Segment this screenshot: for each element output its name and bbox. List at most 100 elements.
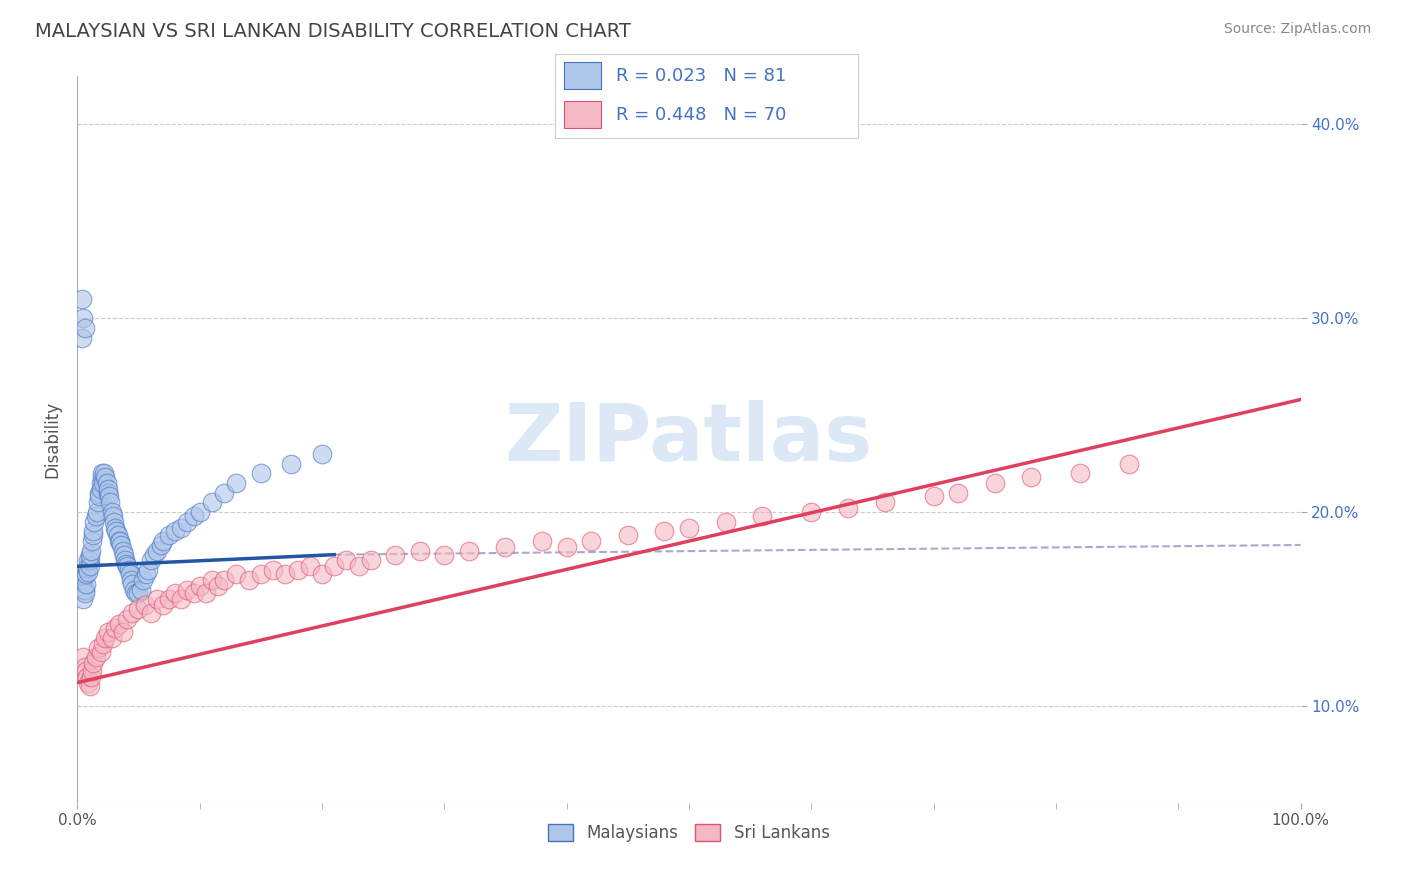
Point <box>118 567 141 582</box>
Point <box>165 524 187 539</box>
Point <box>91 475 114 490</box>
Point <box>800 505 823 519</box>
Point <box>79 553 101 567</box>
Point <box>86 505 108 519</box>
Point <box>108 617 131 632</box>
Point <box>80 534 103 549</box>
Point <box>409 543 432 558</box>
Point <box>1069 467 1091 481</box>
Point <box>90 644 112 658</box>
Point <box>129 582 152 597</box>
Point <box>70 330 93 344</box>
Point <box>212 485 235 500</box>
Point <box>176 582 198 597</box>
Point <box>111 625 134 640</box>
Point <box>188 579 211 593</box>
Point <box>433 548 456 562</box>
Bar <box>564 62 600 89</box>
Point <box>201 495 224 509</box>
Point <box>714 515 737 529</box>
Point <box>134 598 156 612</box>
Point <box>183 586 205 600</box>
Point <box>72 592 94 607</box>
Point <box>79 548 101 562</box>
Point <box>360 553 382 567</box>
Point <box>90 482 112 496</box>
Point <box>146 543 169 558</box>
Point <box>104 621 127 635</box>
Point <box>280 457 302 471</box>
Point <box>76 561 98 575</box>
Point <box>121 576 143 591</box>
Point <box>87 640 110 655</box>
Point <box>176 515 198 529</box>
Point <box>100 631 122 645</box>
Point <box>384 548 406 562</box>
Point <box>984 475 1007 490</box>
Point <box>108 534 131 549</box>
Point <box>125 586 148 600</box>
Point <box>188 505 211 519</box>
Point <box>678 520 700 534</box>
Point <box>75 576 97 591</box>
Point <box>97 485 120 500</box>
Point <box>117 559 139 574</box>
Point <box>73 660 96 674</box>
Point <box>100 505 122 519</box>
Point <box>170 520 193 534</box>
Point <box>207 579 229 593</box>
Point <box>107 528 129 542</box>
Point <box>118 563 141 577</box>
Point <box>73 321 96 335</box>
Point <box>122 582 145 597</box>
Point <box>114 553 136 567</box>
Point <box>298 559 321 574</box>
Point <box>1021 470 1043 484</box>
Point <box>96 475 118 490</box>
Point <box>139 606 162 620</box>
Point <box>495 540 517 554</box>
Point <box>157 592 180 607</box>
Point <box>157 528 180 542</box>
Point <box>76 670 98 684</box>
Point <box>183 508 205 523</box>
Point <box>135 567 157 582</box>
Text: R = 0.448   N = 70: R = 0.448 N = 70 <box>616 105 786 123</box>
Legend: Malaysians, Sri Lankans: Malaysians, Sri Lankans <box>541 817 837 849</box>
Point <box>79 680 101 694</box>
Point <box>84 650 107 665</box>
Point <box>194 586 217 600</box>
Point <box>98 495 121 509</box>
Point <box>335 553 357 567</box>
Point <box>347 559 370 574</box>
Text: MALAYSIAN VS SRI LANKAN DISABILITY CORRELATION CHART: MALAYSIAN VS SRI LANKAN DISABILITY CORRE… <box>35 22 631 41</box>
Point <box>457 543 479 558</box>
Point <box>82 524 104 539</box>
Point <box>555 540 578 554</box>
Point <box>946 485 969 500</box>
Point <box>152 598 174 612</box>
Point <box>103 515 125 529</box>
Point <box>90 475 112 490</box>
Point <box>80 543 103 558</box>
Point <box>104 520 127 534</box>
Point <box>127 602 149 616</box>
Point <box>84 508 107 523</box>
Point <box>115 558 138 572</box>
Point <box>143 548 166 562</box>
Point <box>531 534 554 549</box>
Point <box>89 490 111 504</box>
Y-axis label: Disability: Disability <box>44 401 62 478</box>
Point <box>82 657 104 671</box>
Point <box>72 650 94 665</box>
Point <box>654 524 676 539</box>
Point <box>72 582 94 597</box>
Point <box>110 538 132 552</box>
Point <box>139 553 162 567</box>
Point <box>132 573 155 587</box>
Point <box>146 592 169 607</box>
Point <box>262 563 284 577</box>
Point <box>127 586 149 600</box>
Point <box>83 515 105 529</box>
Text: Source: ZipAtlas.com: Source: ZipAtlas.com <box>1223 22 1371 37</box>
